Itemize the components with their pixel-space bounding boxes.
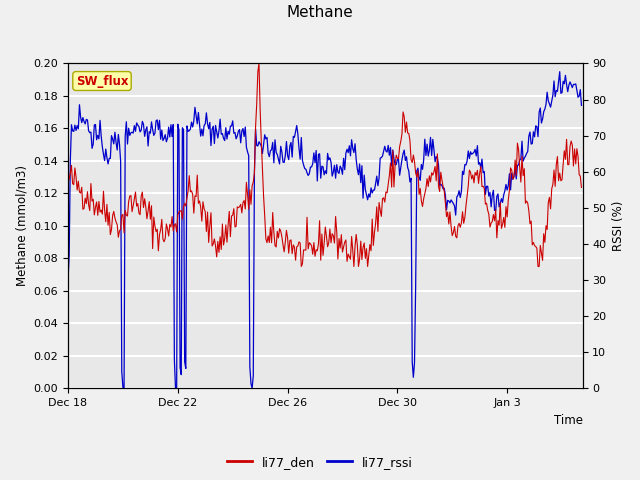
Y-axis label: Methane (mmol/m3): Methane (mmol/m3) xyxy=(15,166,28,287)
Y-axis label: RSSI (%): RSSI (%) xyxy=(612,201,625,251)
Text: SW_flux: SW_flux xyxy=(76,74,128,87)
Text: Methane: Methane xyxy=(287,5,353,20)
X-axis label: Time: Time xyxy=(554,414,582,427)
Legend: li77_den, li77_rssi: li77_den, li77_rssi xyxy=(222,451,418,474)
